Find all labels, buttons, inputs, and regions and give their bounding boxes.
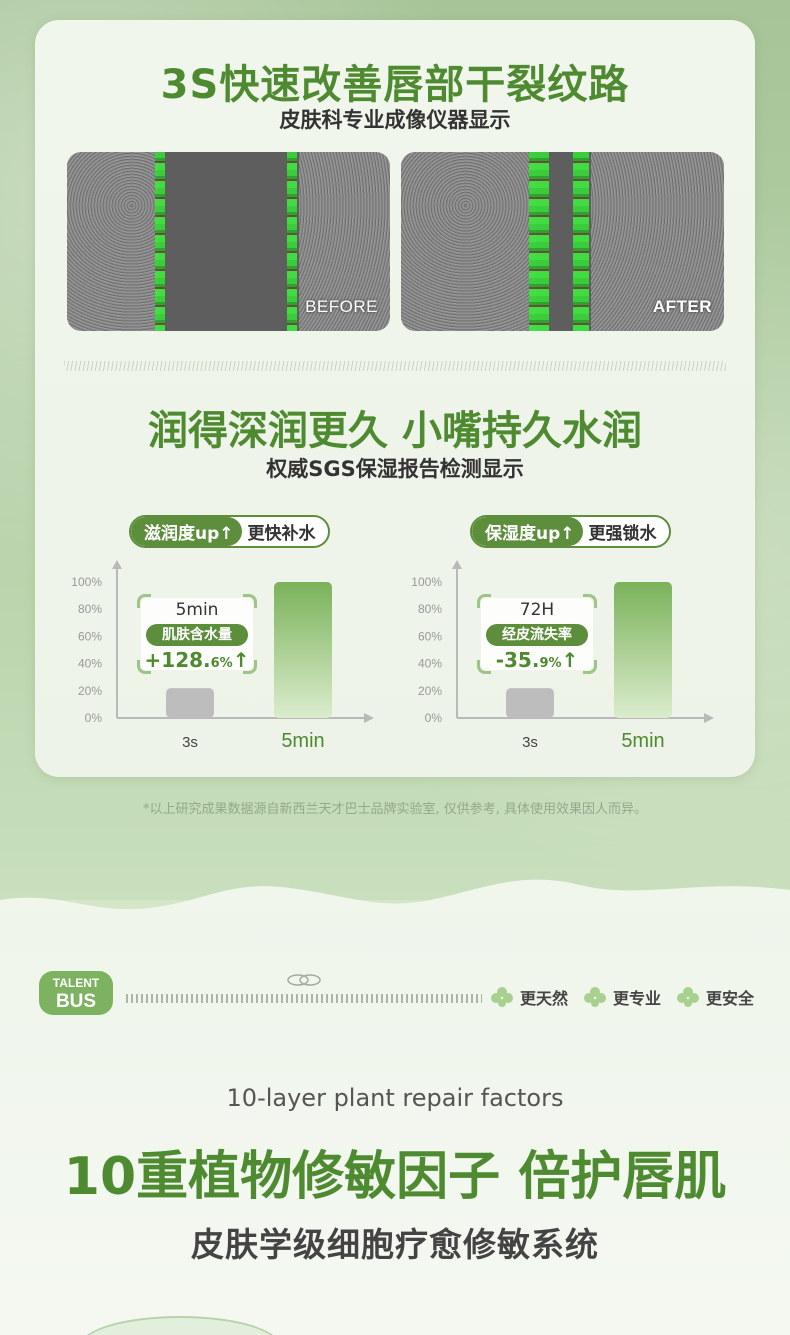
callout-label: 经皮流失率 <box>486 624 588 646</box>
section3-english-subtitle: 10-layer plant repair factors <box>226 1084 564 1112</box>
feature-natural: 更天然 <box>490 985 568 1009</box>
feature-professional: 更专业 <box>583 985 661 1009</box>
svg-text:TALENT: TALENT <box>53 976 100 990</box>
retention-bar-chart: 100% 80% 60% 40% 20% 0% 3s 5min <box>400 560 720 760</box>
callout-label: 肌肤含水量 <box>146 624 248 646</box>
x-tick-label: 3s <box>182 734 198 751</box>
clover-icon <box>677 987 699 1007</box>
y-tick-label: 0% <box>85 711 103 725</box>
y-axis-arrow <box>452 560 462 569</box>
feature-label: 更天然 <box>520 989 569 1008</box>
bar-chart-svg: 100% 80% 60% 40% 20% 0% 3s 5min <box>71 560 374 752</box>
x-tick-label: 5min <box>281 730 324 752</box>
crack-highlight <box>155 152 165 331</box>
y-tick-label: 40% <box>78 657 102 671</box>
section2-title: 润得深润更久 小嘴持久水润 <box>148 408 642 454</box>
bar-3s <box>166 688 214 718</box>
dashed-divider <box>64 361 726 371</box>
x-axis-arrow <box>364 713 374 723</box>
lip-groove <box>159 152 299 331</box>
after-photo: AFTER <box>401 152 724 331</box>
svg-text:BUS: BUS <box>56 991 96 1012</box>
rings-icon <box>287 974 321 986</box>
talent-bus-logo: TALENT BUS <box>39 971 113 1015</box>
section3-title: 10重植物修敏因子 倍护唇肌 <box>63 1147 727 1207</box>
callout-value: -35.9%↑ <box>495 648 579 672</box>
y-tick-label: 40% <box>418 657 442 671</box>
clover-icon <box>491 987 513 1007</box>
decorative-line <box>126 994 482 1003</box>
x-tick-label: 5min <box>621 730 664 752</box>
pill-highlight: 滋润度up↑ <box>131 517 242 546</box>
lower-section <box>0 912 790 1335</box>
bar-5min <box>274 582 332 718</box>
before-photo: BEFORE <box>67 152 390 331</box>
moisture-callout: 5min 肌肤含水量 +128.6%↑ <box>137 594 257 674</box>
section1-subtitle: 皮肤科专业成像仪器显示 <box>279 108 511 132</box>
before-label: BEFORE <box>305 297 378 316</box>
retention-callout: 72H 经皮流失率 -35.9%↑ <box>477 594 597 674</box>
x-tick-label: 3s <box>522 734 538 751</box>
callout-value: +128.6%↑ <box>144 648 250 672</box>
y-tick-label: 20% <box>78 684 102 698</box>
y-tick-label: 100% <box>71 575 102 589</box>
section3-subtitle: 皮肤学级细胞疗愈修敏系统 <box>191 1225 599 1264</box>
crack-highlight <box>287 152 297 331</box>
y-tick-label: 60% <box>418 629 442 643</box>
y-tick-label: 80% <box>78 602 102 616</box>
pill-highlight: 保湿度up↑ <box>472 517 583 546</box>
section2-subtitle: 权威SGS保湿报告检测显示 <box>266 457 524 481</box>
callout-time: 5min <box>175 600 219 620</box>
crack-highlight <box>529 152 549 331</box>
bar-3s <box>506 688 554 718</box>
after-label: AFTER <box>652 297 712 316</box>
crack-highlight <box>573 152 589 331</box>
y-tick-label: 80% <box>418 602 442 616</box>
y-tick-label: 0% <box>425 711 443 725</box>
bar-5min <box>614 582 672 718</box>
x-axis-arrow <box>704 713 714 723</box>
clover-icon <box>584 987 606 1007</box>
pill-text: 更强锁水 <box>588 524 657 544</box>
retention-pill: 保湿度up↑ 更强锁水 <box>470 515 671 548</box>
section1-title: 3S快速改善唇部干裂纹路 <box>160 62 630 108</box>
callout-time: 72H <box>519 600 555 620</box>
bar-chart-svg: 100% 80% 60% 40% 20% 0% 3s 5min <box>411 560 714 752</box>
y-axis-arrow <box>112 560 122 569</box>
y-tick-label: 20% <box>418 684 442 698</box>
y-tick-label: 100% <box>411 575 442 589</box>
feature-safe: 更安全 <box>676 985 754 1009</box>
moisture-bar-chart: 100% 80% 60% 40% 20% 0% 3s 5min <box>60 560 380 760</box>
moisture-pill: 滋润度up↑ 更快补水 <box>129 515 330 548</box>
y-tick-label: 60% <box>78 629 102 643</box>
disclaimer: *以上研究成果数据源自新西兰天才巴士品牌实验室, 仅供参考, 具体使用效果因人而… <box>142 802 648 817</box>
pill-text: 更快补水 <box>247 524 316 544</box>
feature-label: 更专业 <box>613 989 662 1008</box>
feature-label: 更安全 <box>706 989 755 1008</box>
